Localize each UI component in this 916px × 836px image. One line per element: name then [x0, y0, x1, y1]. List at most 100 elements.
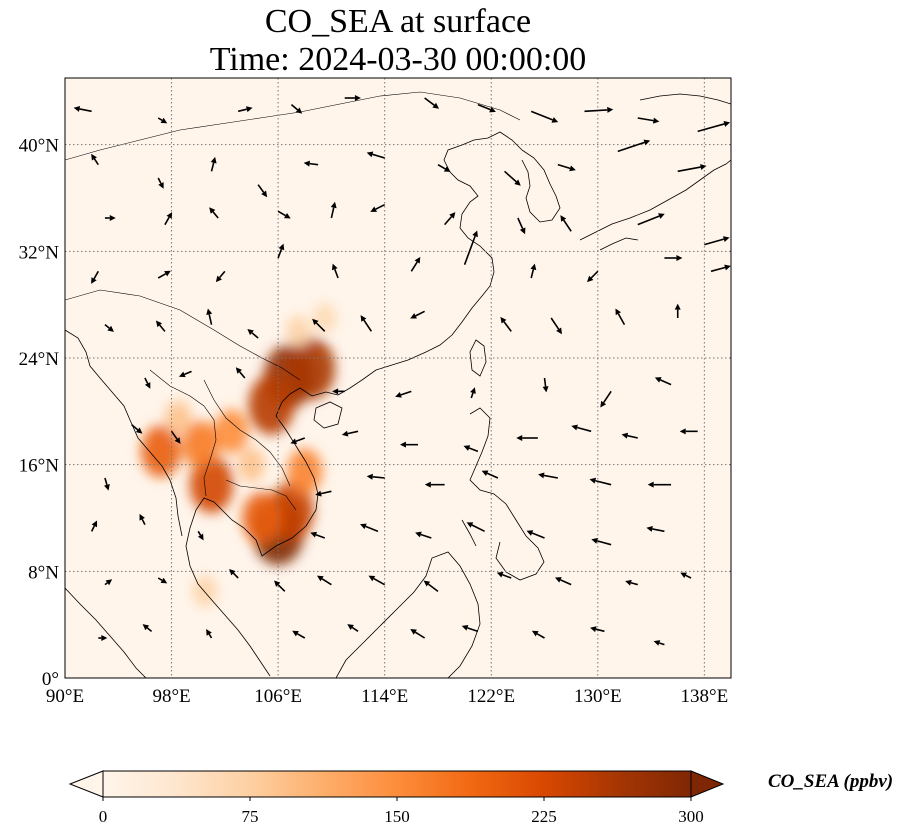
- wind-arrow: [395, 390, 412, 398]
- concentration-plume: [182, 421, 220, 469]
- longitude-tick-label: 98°E: [152, 686, 190, 707]
- wind-arrow: [290, 104, 303, 114]
- philippines-coastline: [461, 407, 545, 581]
- wind-arrow: [664, 255, 683, 261]
- wind-arrow: [331, 263, 339, 279]
- wind-arrow: [410, 256, 421, 272]
- colorbar-gradient: [103, 771, 691, 797]
- wind-arrow: [680, 572, 692, 579]
- longitude-tick-label: 130°E: [574, 686, 622, 707]
- wind-arrow: [437, 163, 451, 172]
- colorbar-tick-label: 75: [242, 807, 259, 826]
- wind-arrow: [679, 428, 698, 435]
- wind-arrow: [366, 151, 385, 159]
- concentration-plume: [140, 425, 181, 478]
- wind-arrow: [104, 579, 113, 586]
- wind-arrow: [615, 308, 626, 326]
- latitude-tick-label: 32°N: [19, 242, 60, 263]
- wind-arrow: [73, 105, 92, 113]
- wind-arrow: [206, 629, 213, 639]
- wind-arrow: [247, 329, 259, 339]
- wind-arrow: [481, 470, 499, 479]
- wind-arrow: [697, 121, 731, 133]
- colorbar-tick-label: 0: [99, 807, 108, 826]
- wind-arrow: [500, 316, 512, 332]
- wind-arrow: [590, 626, 605, 633]
- wind-arrow: [209, 207, 219, 219]
- myanmar-coastline: [65, 329, 183, 537]
- wind-arrow: [139, 513, 146, 526]
- wind-arrow: [600, 390, 612, 408]
- wind-arrow: [273, 580, 286, 592]
- longitude-tick-label: 90°E: [46, 686, 84, 707]
- wind-arrow: [504, 170, 521, 186]
- latitude-tick-label: 40°N: [19, 136, 60, 157]
- concentration-plume: [287, 337, 336, 400]
- wind-vectors: [73, 95, 731, 646]
- colorbar-tick-label: 150: [384, 807, 410, 826]
- wind-arrow: [157, 117, 168, 124]
- wind-arrow: [131, 424, 143, 434]
- borneo-coastline: [335, 551, 481, 678]
- wind-arrow: [317, 575, 332, 586]
- wind-arrow: [424, 97, 440, 109]
- wind-arrow: [155, 320, 166, 332]
- wind-arrow: [303, 160, 319, 167]
- wind-arrow: [197, 530, 204, 541]
- hainan-coastline: [313, 401, 343, 429]
- wind-arrow: [310, 531, 326, 539]
- latitude-tick-label: 0°: [42, 669, 59, 690]
- wind-arrow: [277, 243, 285, 259]
- wind-arrow: [344, 95, 361, 101]
- wind-arrow: [444, 212, 456, 226]
- wind-arrow: [466, 522, 485, 533]
- wind-arrow: [496, 571, 512, 579]
- latitude-tick-label: 24°N: [19, 349, 60, 370]
- concentration-plume: [238, 447, 265, 483]
- wind-arrow: [704, 236, 730, 246]
- wind-arrow: [621, 432, 638, 439]
- wind-arrow: [157, 270, 171, 279]
- wind-arrow: [531, 630, 545, 639]
- wind-arrow: [370, 203, 386, 212]
- wind-arrow: [104, 477, 110, 491]
- map-title: CO_SEA at surface: [264, 3, 532, 40]
- wind-arrow: [410, 629, 426, 639]
- wind-arrow: [410, 310, 425, 319]
- map-background: [65, 78, 731, 678]
- wind-arrow: [550, 317, 562, 335]
- wind-arrow: [315, 490, 332, 497]
- wind-arrow: [235, 367, 246, 379]
- wind-arrow: [554, 577, 572, 586]
- wind-arrow: [90, 520, 98, 532]
- korea-coastline: [521, 149, 561, 223]
- wind-arrow: [463, 230, 478, 265]
- wind-arrow: [229, 569, 239, 579]
- wind-arrow: [542, 377, 549, 393]
- wind-arrow: [637, 213, 665, 226]
- wind-arrow: [424, 481, 445, 488]
- colorbar-tick-label: 225: [531, 807, 557, 826]
- latitude-axis: 0° 8°N 16°N 24°N 32°N 40°N: [19, 136, 60, 690]
- wind-arrow: [360, 315, 373, 332]
- longitude-tick-label: 114°E: [361, 686, 408, 707]
- wind-arrow: [104, 215, 116, 221]
- wind-arrow: [654, 377, 672, 386]
- wind-arrow: [312, 318, 326, 332]
- wind-arrow: [591, 537, 612, 546]
- latitude-tick-label: 8°N: [28, 562, 59, 583]
- wind-arrow: [647, 481, 672, 488]
- longitude-tick-label: 138°E: [681, 686, 729, 707]
- wind-arrow: [98, 635, 108, 641]
- wind-arrow: [710, 264, 731, 273]
- wind-arrow: [91, 153, 99, 166]
- taiwan-coastline: [469, 339, 487, 377]
- longitude-tick-label: 122°E: [467, 686, 515, 707]
- wind-arrow: [157, 577, 168, 584]
- wind-arrow: [423, 580, 439, 592]
- wind-arrow: [366, 473, 385, 480]
- concentration-plume: [214, 409, 249, 454]
- wind-arrow: [637, 117, 660, 124]
- wind-arrow: [517, 217, 526, 235]
